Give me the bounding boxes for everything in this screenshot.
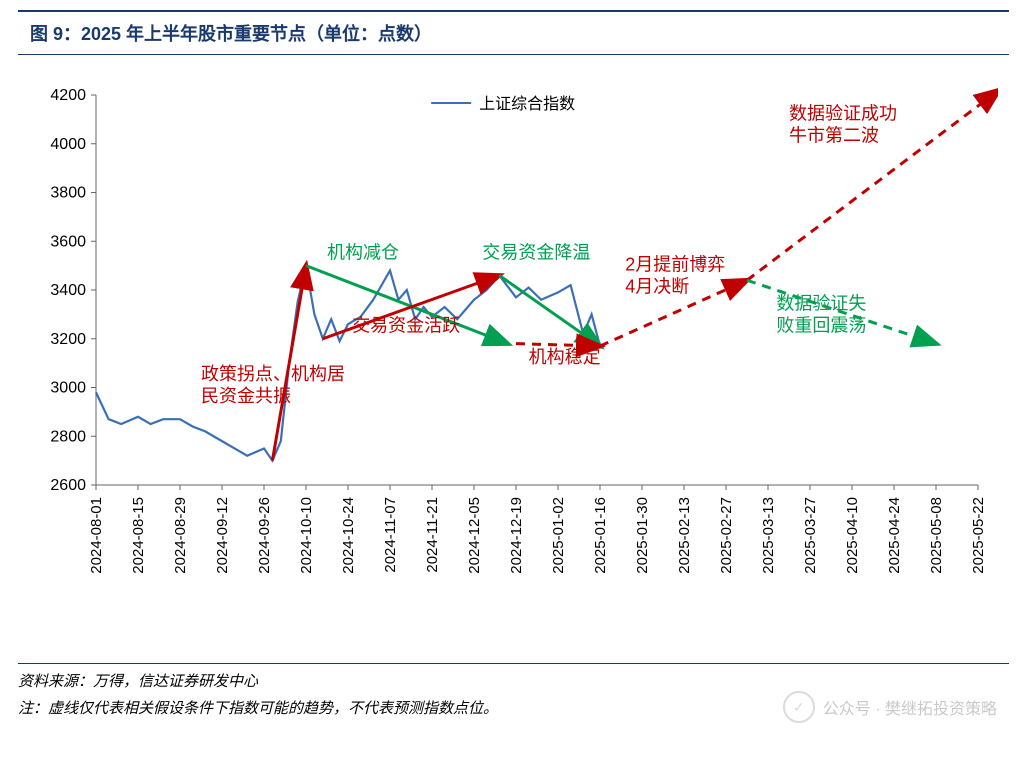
svg-text:2024-11-07: 2024-11-07 bbox=[382, 497, 399, 573]
watermark: ✓ 公众号 · 樊继拓投资策略 bbox=[783, 691, 997, 723]
svg-text:2024-12-19: 2024-12-19 bbox=[508, 497, 525, 574]
svg-text:2025-02-27: 2025-02-27 bbox=[718, 497, 735, 574]
svg-text:2024-08-01: 2024-08-01 bbox=[88, 497, 105, 574]
svg-text:2月提前博弈: 2月提前博弈 bbox=[625, 255, 725, 275]
svg-text:2024-08-15: 2024-08-15 bbox=[130, 497, 147, 574]
svg-text:4000: 4000 bbox=[50, 136, 86, 153]
svg-text:2024-11-21: 2024-11-21 bbox=[424, 497, 441, 573]
svg-text:2024-10-10: 2024-10-10 bbox=[298, 497, 315, 574]
chart-area: 2600 2800 3000 3200 3400 3600 3800 4000 4200 2024… bbox=[18, 55, 1009, 655]
svg-text:2025-01-02: 2025-01-02 bbox=[550, 497, 567, 574]
svg-text:2025-04-24: 2025-04-24 bbox=[886, 497, 903, 574]
chart-svg: 2600 2800 3000 3200 3400 3600 3800 4000 4200 2024… bbox=[18, 55, 998, 615]
svg-text:民资金共振: 民资金共振 bbox=[201, 386, 291, 406]
svg-text:3000: 3000 bbox=[50, 380, 86, 397]
figure-title-bar: 图 9：2025 年上半年股市重要节点（单位：点数） bbox=[18, 10, 1009, 55]
svg-text:机构稳定: 机构稳定 bbox=[529, 347, 601, 367]
svg-text:数据验证失: 数据验证失 bbox=[776, 294, 866, 314]
svg-text:2024-09-26: 2024-09-26 bbox=[256, 497, 273, 574]
svg-text:交易资金降温: 交易资金降温 bbox=[482, 242, 590, 262]
svg-text:2025-05-08: 2025-05-08 bbox=[928, 497, 945, 574]
svg-text:3800: 3800 bbox=[50, 185, 86, 202]
svg-text:2025-03-13: 2025-03-13 bbox=[760, 497, 777, 574]
svg-text:交易资金活跃: 交易资金活跃 bbox=[352, 315, 460, 335]
svg-text:4200: 4200 bbox=[50, 87, 86, 104]
watermark-icon: ✓ bbox=[783, 691, 815, 723]
svg-text:2024-12-05: 2024-12-05 bbox=[466, 497, 483, 574]
svg-text:政策拐点、机构居: 政策拐点、机构居 bbox=[201, 364, 345, 384]
watermark-label: 公众号 · 樊继拓投资策略 bbox=[823, 695, 997, 719]
svg-text:2024-09-12: 2024-09-12 bbox=[214, 497, 231, 574]
svg-text:2600: 2600 bbox=[50, 477, 86, 494]
svg-text:3200: 3200 bbox=[50, 331, 86, 348]
svg-text:2024-08-29: 2024-08-29 bbox=[172, 497, 189, 574]
svg-text:2025-02-13: 2025-02-13 bbox=[676, 497, 693, 574]
svg-text:数据验证成功: 数据验证成功 bbox=[789, 103, 897, 123]
svg-text:2800: 2800 bbox=[50, 428, 86, 445]
svg-text:2025-01-30: 2025-01-30 bbox=[634, 497, 651, 574]
svg-text:2025-05-22: 2025-05-22 bbox=[970, 497, 987, 574]
svg-text:上证综合指数: 上证综合指数 bbox=[479, 95, 575, 113]
svg-text:2025-03-27: 2025-03-27 bbox=[802, 497, 819, 574]
source-line: 资料来源：万得，信达证券研发中心 bbox=[18, 670, 1009, 691]
svg-text:牛市第二波: 牛市第二波 bbox=[789, 125, 879, 145]
svg-text:3600: 3600 bbox=[50, 233, 86, 250]
svg-text:2024-10-24: 2024-10-24 bbox=[340, 497, 357, 574]
svg-text:3400: 3400 bbox=[50, 282, 86, 299]
svg-text:2025-01-16: 2025-01-16 bbox=[592, 497, 609, 574]
figure-title: 图 9：2025 年上半年股市重要节点（单位：点数） bbox=[30, 24, 432, 44]
svg-text:败重回震荡: 败重回震荡 bbox=[776, 316, 866, 336]
svg-text:4月决断: 4月决断 bbox=[625, 277, 689, 297]
svg-text:2025-04-10: 2025-04-10 bbox=[844, 497, 861, 574]
svg-text:机构减仓: 机构减仓 bbox=[327, 242, 399, 262]
